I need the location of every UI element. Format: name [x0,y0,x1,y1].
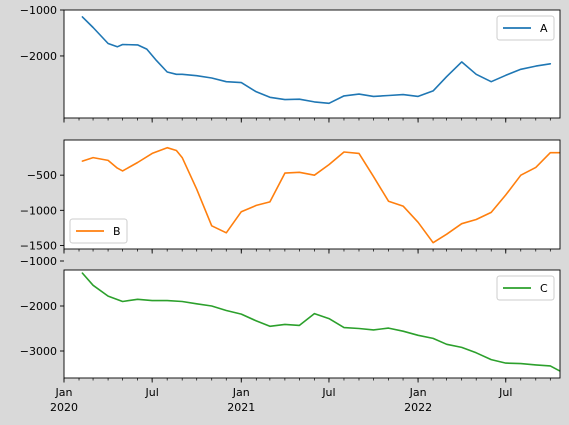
chart-panel-3: −3000 −2000 −1000 Jan 2020 Jul Jan 2021 Jul Jan 20… [20,255,561,414]
legend: C [496,275,555,301]
x-tick-year-label: 2021 [227,401,255,414]
legend: B [69,218,128,244]
axes-frame [63,269,561,379]
legend-label-B: B [113,225,121,238]
series-line-C [81,272,561,372]
axes-frame [63,9,561,119]
legend: A [496,15,555,41]
x-tick-label: Jan [232,386,250,399]
chart-panel-1: −2000 −1000 A [20,4,561,123]
y-tick-label: −1000 [20,204,57,217]
legend-label-C: C [540,282,548,295]
plot-area [64,10,560,118]
plot-area [64,140,560,249]
y-tick-label: −3000 [20,345,57,358]
y-tick-label: −2000 [20,50,57,63]
y-tick-label: −1000 [20,255,57,268]
axes-frame [63,139,561,250]
series-line-A [81,16,552,105]
y-tick-label: −1500 [20,239,57,252]
y-tick-label: −2000 [20,300,57,313]
y-tick-label: −1000 [20,4,57,17]
x-tick-label: Jan [55,386,73,399]
legend-label-A: A [540,22,548,35]
x-tick-label: Jul [321,386,335,399]
x-tick-label: Jul [145,386,159,399]
plot-area [64,270,560,378]
chart-panel-2: −1500 −1000 −500 B [20,139,561,254]
x-tick-label: Jan [409,386,427,399]
x-tick-year-label: 2022 [404,401,432,414]
x-tick-label: Jul [498,386,512,399]
x-tick-year-label: 2020 [50,401,78,414]
y-tick-label: −500 [27,169,57,182]
series-line-B [81,146,561,244]
